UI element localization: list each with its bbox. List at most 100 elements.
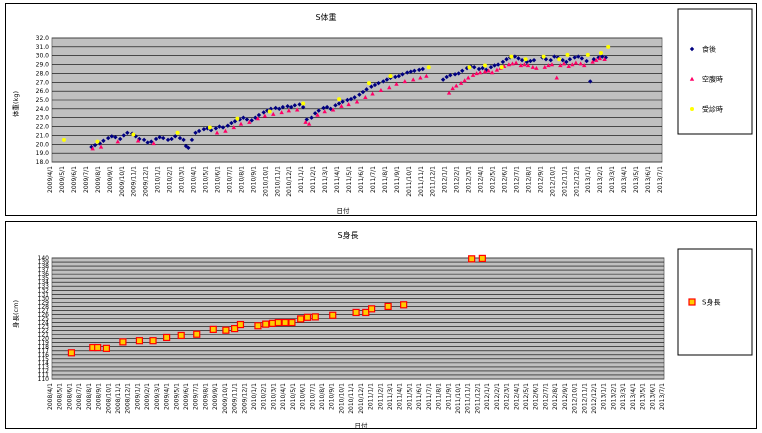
data-point [209,325,217,333]
data-point [572,55,577,60]
data-point [113,135,118,140]
weight-chart-panel: S体重 体重(kg) 日付 18.0 19.0 20.0 21.0 22.0 23.0 24… [5,3,757,216]
data-point [273,105,278,111]
data-point [444,74,449,80]
data-point [426,65,431,70]
data-point [316,108,321,113]
y-tick-label: 124 [38,320,50,327]
x-tick-label: 2010/1/1 [155,166,162,193]
data-point [578,61,583,66]
data-point [558,63,563,68]
x-tick-label: 2012/7/1 [513,166,520,193]
y-tick-label: 24.0 [36,106,50,113]
data-point [599,51,603,56]
data-point [281,318,289,327]
data-point [232,119,238,124]
y-tick-label: 140 [38,255,50,262]
data-point [217,124,222,129]
data-point [336,101,342,106]
x-tick-label: 2008/11/1 [115,383,122,414]
data-point [297,102,302,107]
data-point [312,111,318,116]
x-tick-label: 2011/1/1 [368,383,375,410]
x-tick-label: 2012/2/1 [494,383,501,410]
data-point [561,61,567,66]
data-point [522,62,527,67]
data-point [506,62,512,67]
x-tick-label: 2013/5/1 [633,166,640,193]
x-tick-label: 2012/9/1 [562,383,569,410]
data-point [201,127,207,132]
data-point [542,64,547,69]
data-point [262,113,268,118]
data-point [482,69,488,74]
y-tick-label: 25.0 [36,97,50,104]
data-point [153,136,159,142]
x-tick-label: 2010/7/1 [309,383,316,410]
data-point [456,71,461,76]
data-point [486,68,491,73]
x-tick-label: 2010/9/1 [250,166,257,193]
data-point [557,57,562,62]
data-point [172,134,178,139]
chart-title: S身長 [337,230,358,240]
data-point [261,110,266,115]
x-tick-label: 2008/6/1 [66,383,73,410]
height-chart-panel: S身長 身長(cm) 日付 110 111 112 113 114 115 116 117 11… [5,221,757,430]
data-point [494,67,500,72]
data-point [303,119,308,124]
data-point [482,63,487,68]
x-tick-label: 2012/6/1 [502,166,509,193]
data-point [474,71,479,76]
data-point [531,57,537,63]
data-point [509,54,514,59]
data-point [267,109,272,114]
x-tick-label: 2013/3/1 [609,166,616,193]
data-point [411,77,416,82]
data-point [225,123,231,128]
y-tick-label: 110 [38,376,50,383]
data-point [268,106,274,112]
data-point [333,103,338,108]
x-tick-label: 2010/9/1 [329,383,336,410]
y-tick-label: 19.0 [36,150,50,157]
x-tick-label: 2012/5/1 [523,383,530,410]
data-point [525,63,531,68]
data-point [504,57,509,62]
data-point [541,54,546,59]
data-point [285,104,290,109]
data-point [564,59,569,65]
data-point [98,144,104,149]
data-point [101,138,106,143]
data-point [256,112,262,118]
y-tick-label: 117 [38,348,50,355]
x-tick-label: 2011/1/1 [298,166,305,193]
x-tick-label: 2010/10/1 [338,383,345,414]
y-tick-label: 111 [38,372,50,379]
data-point [393,74,398,80]
y-tick-label: 23.0 [36,115,50,122]
data-point [115,139,120,144]
y-tick-label: 18.0 [36,159,50,166]
data-point [102,344,111,352]
data-point [470,72,476,77]
x-tick-label: 2009/6/1 [71,166,78,193]
x-tick-label: 2009/2/1 [144,383,151,410]
data-point [193,130,198,135]
x-tick-label: 2010/3/1 [270,383,277,410]
x-tick-label: 2011/12/1 [430,166,437,197]
x-tick-label: 2010/8/1 [238,166,245,193]
data-point [596,55,601,60]
y-tick-label: 127 [38,307,50,314]
data-point [387,85,392,90]
y-tick-label: 30.0 [36,53,50,60]
x-tick-label: 2012/7/1 [542,383,549,410]
data-point [213,126,219,131]
legend-label: 受診時 [702,105,723,114]
data-point [117,136,123,142]
data-point [229,120,234,126]
x-tick-label: 2013/4/1 [621,166,628,193]
data-point [125,130,130,135]
data-point [492,63,497,68]
data-point [368,305,376,313]
